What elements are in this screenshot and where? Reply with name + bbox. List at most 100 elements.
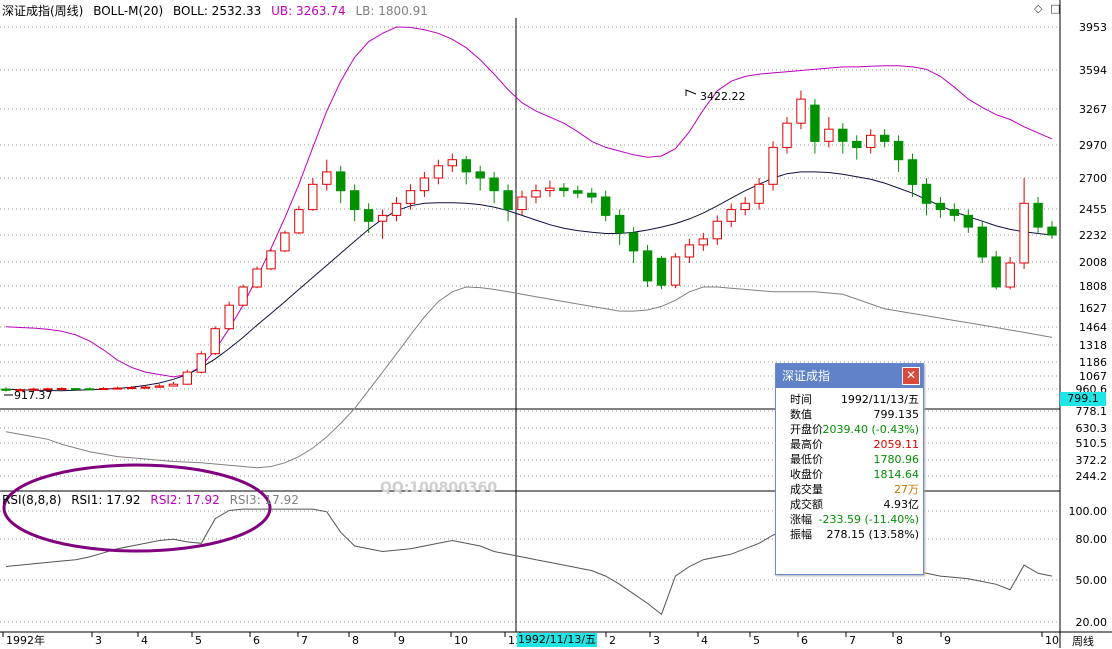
- ub-line: [5, 26, 1053, 378]
- candle-body: [29, 388, 39, 391]
- candle-body: [377, 214, 388, 222]
- x-tick-label: 1992年: [6, 633, 45, 647]
- candle-body: [266, 250, 276, 270]
- close-icon[interactable]: ✕: [902, 367, 920, 385]
- candle-body: [308, 183, 318, 211]
- low-annotation: 917.37: [14, 389, 53, 402]
- candle-body: [85, 388, 95, 391]
- price-tick-label: 1186: [1079, 356, 1107, 369]
- candle-body: [656, 257, 667, 286]
- rsi-header: RSI(8,8,8) RSI1: 17.92 RSI2: 17.92 RSI3:…: [2, 493, 305, 507]
- candle-body: [712, 220, 722, 240]
- candle-body: [15, 389, 25, 392]
- candle-body: [252, 268, 262, 288]
- candle-body: [280, 232, 290, 252]
- boll-bands: [5, 26, 1053, 469]
- popup-row: 涨幅 -233.59 (-11.40%): [776, 512, 923, 527]
- x-tick-label: 9: [398, 634, 405, 647]
- candle-body: [503, 190, 513, 211]
- x-tick-label: 8: [896, 634, 903, 647]
- rsi1-value: RSI1: 17.92: [71, 493, 141, 507]
- price-tick-label: 1627: [1079, 302, 1107, 315]
- popup-row-label: 最低价: [790, 453, 823, 466]
- candle-body: [963, 214, 973, 228]
- popup-row-value: 27万: [894, 483, 919, 496]
- x-tick-label: 2: [609, 634, 616, 647]
- popup-row-value: 278.15 (13.58%): [826, 528, 919, 541]
- candle-body: [977, 226, 987, 258]
- price-tick-label: 630.3: [1076, 422, 1108, 435]
- candle-body: [559, 187, 569, 192]
- price-tick-label: 1464: [1079, 321, 1107, 334]
- popup-row-label: 开盘价: [790, 423, 823, 436]
- popup-title: 深证成指: [782, 369, 831, 383]
- candle-body: [991, 256, 1001, 288]
- candle-body: [824, 128, 834, 142]
- price-tick-label: 1318: [1079, 339, 1107, 352]
- rsi-highlight-ellipse: [2, 463, 272, 553]
- candle-body: [419, 177, 430, 192]
- candle-body: [517, 196, 527, 211]
- popup-row-label: 时间: [790, 393, 812, 406]
- candle-body: [98, 388, 109, 390]
- candle-body: [587, 192, 597, 198]
- popup-row: 成交额 4.93亿: [776, 497, 923, 512]
- candle-body: [628, 232, 639, 252]
- x-tick-label: 3: [95, 634, 102, 647]
- popup-row: 成交量 27万: [776, 482, 923, 497]
- candle-body: [838, 128, 848, 142]
- candles: [1, 90, 1057, 392]
- popup-row-value: 1814.64: [873, 468, 920, 481]
- candle-body: [433, 165, 444, 179]
- crosshair-date: 1992/11/13/五: [517, 633, 597, 647]
- candle-body: [43, 388, 53, 391]
- candle-body: [726, 209, 736, 222]
- candle-body: [615, 214, 625, 234]
- candle-body: [601, 196, 611, 216]
- popup-row-value: 1780.96: [873, 453, 920, 466]
- rsi-tick-label: 50.00: [1076, 574, 1108, 587]
- boll-mid-line: [5, 171, 1053, 392]
- period-label[interactable]: 周线: [1072, 635, 1094, 648]
- square-icon[interactable]: □: [1049, 2, 1061, 15]
- price-tick-label: 1808: [1079, 280, 1107, 293]
- candle-body: [224, 304, 234, 330]
- boll-value: BOLL: 2532.33: [172, 4, 262, 18]
- ub-value: UB: 3263.74: [271, 4, 346, 18]
- annotations: 3422.22 917.37: [4, 89, 746, 402]
- chart-header: 深证成指(周线) BOLL-M(20) BOLL: 2532.33 UB: 32…: [2, 2, 434, 19]
- x-tick-label: 5: [753, 634, 760, 647]
- popup-row-label: 涨幅: [790, 513, 812, 526]
- diamond-icon[interactable]: ◇: [1034, 2, 1043, 15]
- popup-row-label: 振幅: [790, 528, 812, 541]
- popup-row-value: 2039.40 (-0.43%): [822, 423, 919, 436]
- candle-body: [935, 202, 946, 211]
- candle-body: [642, 250, 653, 282]
- candle-body: [866, 134, 876, 148]
- candle-body: [768, 146, 778, 185]
- price-tick-label: 2455: [1079, 203, 1107, 216]
- candle-body: [196, 353, 207, 373]
- x-tick-label: 10: [1045, 634, 1059, 647]
- candle-body: [336, 171, 346, 192]
- popup-row: 最低价 1780.96: [776, 452, 923, 467]
- lb-line: [5, 286, 1053, 469]
- x-tick-label: 10: [454, 634, 468, 647]
- lb-value: LB: 1800.91: [355, 4, 428, 18]
- x-tick-label: 7: [849, 634, 856, 647]
- data-popup[interactable]: 深证成指 ✕ 时间 1992/11/13/五 数值 799.135 开盘价 2039.40…: [775, 363, 924, 575]
- candle-body: [852, 140, 862, 148]
- price-tick-label: 2700: [1079, 172, 1107, 185]
- popup-row-label: 数值: [790, 408, 812, 421]
- popup-row: 振幅 278.15 (13.58%): [776, 527, 923, 542]
- popup-row: 开盘价 2039.40 (-0.43%): [776, 422, 923, 437]
- popup-title-bar[interactable]: 深证成指 ✕: [776, 364, 923, 388]
- current-price-marker: 799.1: [1060, 392, 1106, 406]
- candle-body: [684, 244, 695, 258]
- candle-body: [893, 140, 904, 161]
- price-tick-label: 2970: [1079, 139, 1107, 152]
- popup-row: 时间 1992/11/13/五: [776, 392, 923, 407]
- candle-body: [391, 202, 402, 216]
- price-tick-label: 372.2: [1076, 454, 1108, 467]
